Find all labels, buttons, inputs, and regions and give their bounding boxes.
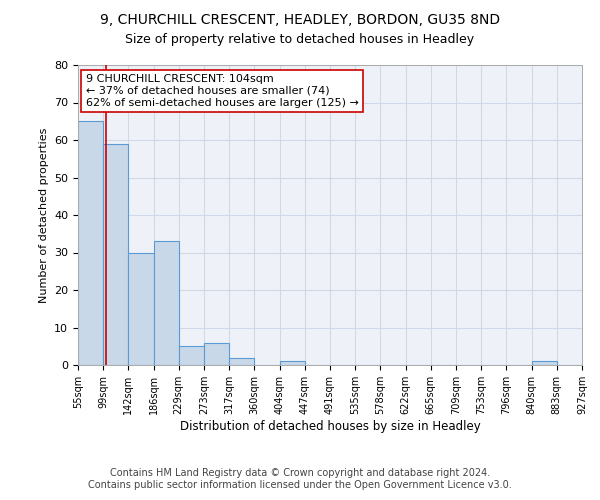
Text: Contains HM Land Registry data © Crown copyright and database right 2024.
Contai: Contains HM Land Registry data © Crown c… [88,468,512,490]
Bar [128,252,154,365]
Bar [532,361,557,365]
Bar [229,358,254,365]
Bar [154,242,179,365]
Text: 9, CHURCHILL CRESCENT, HEADLEY, BORDON, GU35 8ND: 9, CHURCHILL CRESCENT, HEADLEY, BORDON, … [100,12,500,26]
Bar [280,361,305,365]
Bar [179,346,204,365]
X-axis label: Distribution of detached houses by size in Headley: Distribution of detached houses by size … [179,420,481,432]
Bar [78,121,103,365]
Text: 9 CHURCHILL CRESCENT: 104sqm
← 37% of detached houses are smaller (74)
62% of se: 9 CHURCHILL CRESCENT: 104sqm ← 37% of de… [86,74,358,108]
Y-axis label: Number of detached properties: Number of detached properties [38,128,49,302]
Text: Size of property relative to detached houses in Headley: Size of property relative to detached ho… [125,32,475,46]
Bar [103,144,128,365]
Bar [204,342,229,365]
